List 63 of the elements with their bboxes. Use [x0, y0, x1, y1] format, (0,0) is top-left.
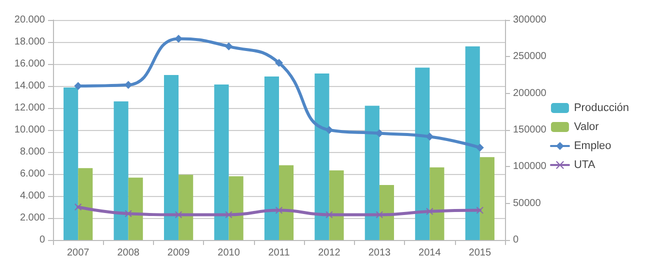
bar	[415, 68, 430, 240]
y-tick-label: 10.000	[14, 124, 46, 136]
point	[124, 210, 132, 218]
point	[325, 126, 334, 134]
y-tick-label: 14.000	[14, 80, 46, 92]
x-tick-label: 2007	[66, 248, 90, 258]
bar	[279, 165, 294, 240]
bar	[379, 185, 394, 240]
x-tick-label: 2015	[468, 248, 492, 258]
bar	[364, 106, 380, 240]
y-tick-label: 2.000	[20, 212, 46, 224]
y2-tick-label: 0	[513, 234, 519, 246]
x-tick-label: 2014	[418, 248, 442, 258]
x-tick-label: 2008	[117, 248, 140, 258]
point	[426, 208, 434, 215]
legend-label: Valor	[574, 121, 600, 133]
bar	[164, 75, 179, 240]
point	[476, 206, 484, 214]
y-tick-label: 16.000	[14, 58, 46, 70]
y-tick-label: 6.000	[20, 168, 46, 180]
bar	[430, 167, 444, 240]
legend-label: Empleo	[574, 140, 612, 152]
point	[326, 211, 333, 218]
y-tick-label: 4.000	[20, 190, 46, 202]
point	[426, 132, 434, 141]
y-tick-label: 0	[39, 234, 46, 246]
y2-tick-label: 150000	[513, 124, 547, 136]
y2-tick-label: 300000	[513, 14, 547, 26]
bar	[214, 84, 229, 240]
bar	[128, 178, 143, 240]
y2-tick-label: 50000	[513, 198, 542, 209]
x-tick-label: 2010	[218, 248, 240, 258]
y-tick-label: 12.000	[14, 102, 46, 114]
bar	[114, 101, 128, 240]
point	[175, 211, 182, 218]
legend-label: UTA	[574, 159, 596, 171]
bar	[329, 170, 344, 240]
point	[275, 58, 283, 67]
x-tick-label: 2011	[268, 248, 290, 258]
point	[224, 42, 233, 50]
bar	[314, 74, 330, 240]
x-tick-label: 2009	[167, 248, 190, 258]
bar	[78, 168, 93, 240]
y2-tick-label: 250000	[513, 51, 547, 62]
point	[74, 204, 82, 210]
y-tick-label: 18.000	[14, 36, 46, 48]
y-tick-label: 20.000	[14, 14, 46, 26]
bar	[178, 174, 194, 240]
legend-label: Producción	[574, 102, 630, 114]
bar	[465, 46, 480, 240]
point	[476, 144, 484, 152]
point	[225, 211, 232, 218]
line-series	[74, 204, 484, 218]
bar	[64, 87, 78, 240]
y2-tick-label: 100000	[513, 161, 547, 172]
bar	[228, 176, 244, 240]
y2-tick-label: 200000	[513, 88, 547, 99]
y-tick-label: 8.000	[20, 146, 46, 158]
point	[376, 211, 383, 218]
bar	[264, 76, 279, 240]
bar	[480, 157, 494, 240]
x-tick-label: 2012	[318, 248, 341, 258]
x-tick-label: 2013	[368, 248, 392, 258]
